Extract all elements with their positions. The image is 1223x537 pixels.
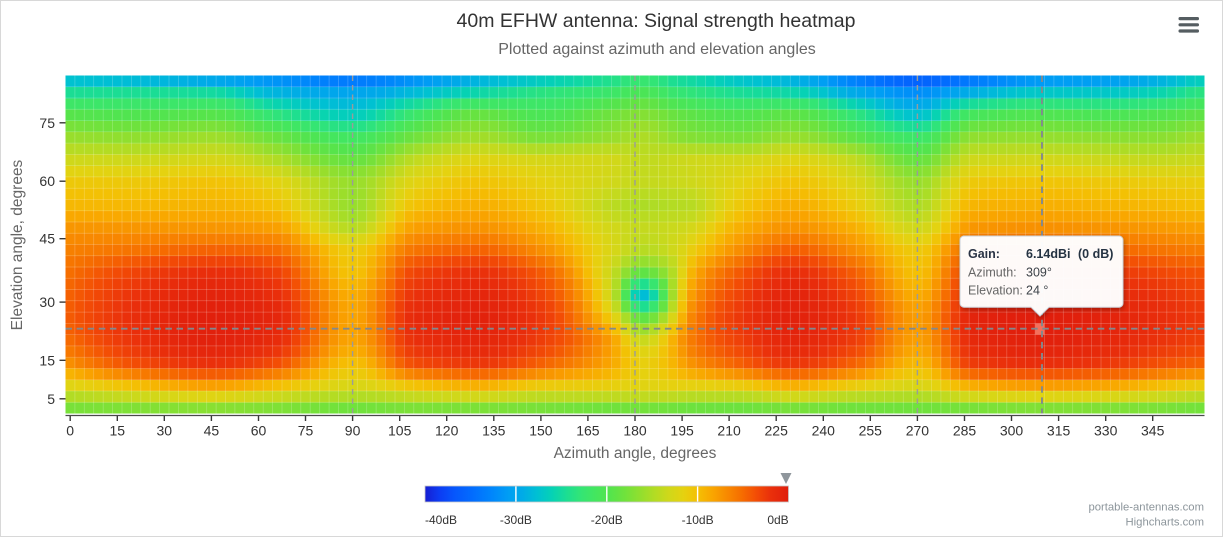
svg-text:15: 15 (110, 423, 126, 439)
svg-text:(0 dB): (0 dB) (1078, 247, 1113, 261)
svg-text:60: 60 (251, 423, 267, 439)
svg-text:270: 270 (906, 423, 930, 439)
svg-text:210: 210 (717, 423, 741, 439)
svg-text:195: 195 (670, 423, 694, 439)
svg-text:225: 225 (765, 423, 789, 439)
svg-text:0dB: 0dB (767, 513, 788, 527)
svg-text:330: 330 (1094, 423, 1118, 439)
svg-text:60: 60 (39, 173, 55, 189)
svg-text:30: 30 (157, 423, 173, 439)
svg-text:Azimuth angle, degrees: Azimuth angle, degrees (554, 445, 717, 462)
svg-text:Elevation angle, degrees: Elevation angle, degrees (9, 159, 26, 330)
svg-text:150: 150 (529, 423, 553, 439)
svg-text:Highcharts.com: Highcharts.com (1126, 517, 1204, 529)
svg-text:165: 165 (576, 423, 600, 439)
svg-text:345: 345 (1141, 423, 1165, 439)
svg-text:-10dB: -10dB (682, 513, 714, 527)
svg-text:180: 180 (623, 423, 647, 439)
svg-text:portable-antennas.com: portable-antennas.com (1088, 502, 1204, 514)
svg-text:Elevation:: Elevation: (968, 284, 1023, 298)
svg-text:-40dB: -40dB (425, 513, 457, 527)
svg-text:255: 255 (859, 423, 883, 439)
svg-text:Gain:: Gain: (968, 247, 1000, 261)
svg-text:0: 0 (66, 423, 74, 439)
svg-text:285: 285 (953, 423, 977, 439)
svg-text:309°: 309° (1026, 266, 1052, 280)
svg-text:Plotted against azimuth and el: Plotted against azimuth and elevation an… (498, 41, 816, 58)
svg-text:240: 240 (812, 423, 836, 439)
svg-text:135: 135 (482, 423, 506, 439)
svg-text:30: 30 (39, 294, 55, 310)
svg-text:75: 75 (298, 423, 314, 439)
svg-text:90: 90 (345, 423, 361, 439)
svg-text:24 °: 24 ° (1026, 284, 1048, 298)
svg-text:-20dB: -20dB (591, 513, 623, 527)
svg-text:315: 315 (1047, 423, 1071, 439)
svg-text:120: 120 (435, 423, 459, 439)
svg-text:105: 105 (388, 423, 412, 439)
svg-text:6.14dBi: 6.14dBi (1026, 247, 1070, 261)
svg-text:5: 5 (47, 391, 55, 407)
svg-text:75: 75 (39, 115, 55, 131)
svg-text:15: 15 (39, 352, 55, 368)
svg-text:40m EFHW antenna: Signal stren: 40m EFHW antenna: Signal strength heatma… (457, 10, 856, 32)
svg-text:Azimuth:: Azimuth: (968, 266, 1017, 280)
svg-text:300: 300 (1000, 423, 1024, 439)
svg-text:45: 45 (39, 231, 55, 247)
svg-text:-30dB: -30dB (500, 513, 532, 527)
svg-text:45: 45 (204, 423, 220, 439)
